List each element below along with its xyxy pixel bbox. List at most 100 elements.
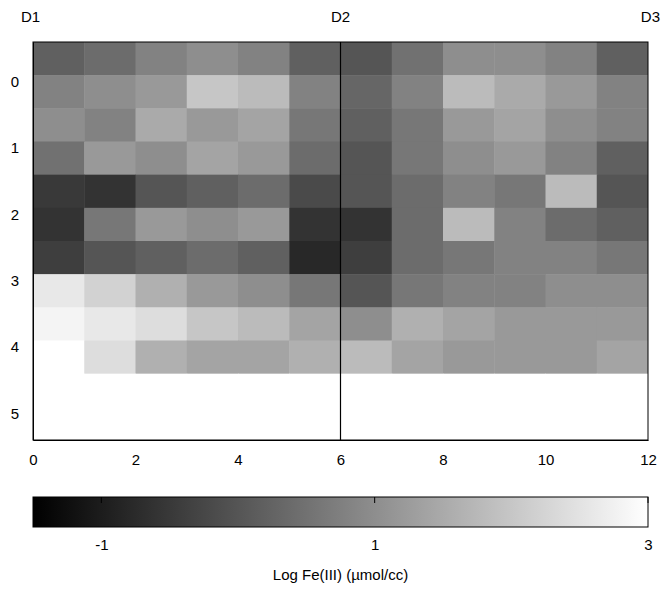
cell — [597, 142, 648, 176]
cell — [187, 142, 239, 176]
cell — [443, 241, 495, 275]
cell — [392, 42, 444, 76]
cell — [33, 341, 85, 375]
cell — [33, 42, 85, 76]
cell — [289, 142, 341, 176]
cell — [494, 42, 546, 76]
cell — [238, 341, 290, 375]
x-tick-label: 0 — [29, 451, 37, 468]
y-tick: 4 — [11, 338, 33, 355]
x-tick: 8 — [439, 440, 447, 468]
cell — [392, 75, 444, 109]
y-tick: 0 — [11, 73, 33, 90]
cell — [546, 142, 598, 176]
x-tick: 0 — [29, 440, 37, 468]
cell — [136, 175, 188, 209]
cell — [494, 341, 546, 375]
cell — [494, 374, 546, 408]
cell — [597, 341, 648, 375]
x-tick: 12 — [640, 440, 657, 468]
cell — [187, 241, 239, 275]
cell — [136, 42, 188, 76]
cell — [187, 108, 239, 142]
cell — [84, 374, 136, 408]
cell — [84, 307, 136, 341]
cell — [341, 241, 393, 275]
cell — [238, 274, 290, 308]
cell — [238, 307, 290, 341]
y-tick: 5 — [11, 405, 33, 422]
cell — [597, 374, 648, 408]
cell — [84, 108, 136, 142]
cell — [494, 274, 546, 308]
cell — [494, 208, 546, 242]
y-tick-label: 1 — [11, 139, 19, 156]
colorbar-inner-tick — [648, 497, 649, 503]
cell — [443, 175, 495, 209]
cell — [84, 175, 136, 209]
cell — [546, 42, 598, 76]
x-axis: 0 2 4 6 8 10 12 — [29, 440, 657, 468]
cell — [289, 274, 341, 308]
cell — [84, 142, 136, 176]
cell — [597, 42, 648, 76]
cell — [494, 75, 546, 109]
cell — [546, 274, 598, 308]
cell — [136, 208, 188, 242]
cell — [341, 307, 393, 341]
cell — [546, 374, 598, 408]
cell — [341, 42, 393, 76]
y-tick-label: 4 — [11, 338, 19, 355]
cell — [494, 241, 546, 275]
y-tick-label: 3 — [11, 272, 19, 289]
cell — [84, 341, 136, 375]
cell — [392, 208, 444, 242]
cell — [341, 407, 393, 440]
cell — [289, 108, 341, 142]
colorbar-tick-label: -1 — [95, 536, 108, 553]
cell — [289, 208, 341, 242]
cell — [136, 274, 188, 308]
cell — [443, 108, 495, 142]
colorbar-inner-tick — [374, 497, 375, 503]
cell — [238, 42, 290, 76]
cell — [187, 307, 239, 341]
cell — [289, 42, 341, 76]
cell — [33, 75, 85, 109]
cell — [443, 341, 495, 375]
cell — [33, 374, 85, 408]
cell — [392, 341, 444, 375]
cell — [84, 42, 136, 76]
cell — [341, 75, 393, 109]
cell — [136, 241, 188, 275]
colorbar-axis: -113 — [34, 527, 653, 553]
cell — [238, 241, 290, 275]
cell — [494, 142, 546, 176]
cell — [289, 241, 341, 275]
cell — [187, 374, 239, 408]
x-tick: 2 — [132, 440, 140, 468]
cell — [546, 75, 598, 109]
cell — [187, 75, 239, 109]
cell — [546, 108, 598, 142]
cell — [187, 208, 239, 242]
x-tick-label: 6 — [337, 451, 345, 468]
cell — [341, 274, 393, 308]
cell — [392, 407, 444, 440]
cell — [392, 274, 444, 308]
cell — [84, 241, 136, 275]
cell — [392, 175, 444, 209]
cell — [443, 374, 495, 408]
x-tick-label: 4 — [234, 451, 242, 468]
y-tick-label: 0 — [11, 73, 19, 90]
cell — [341, 142, 393, 176]
cell — [494, 307, 546, 341]
cell — [33, 407, 85, 440]
cell — [84, 208, 136, 242]
cell — [33, 241, 85, 275]
cell — [546, 307, 598, 341]
chart: 024681012012345D1D2D3-113Log Fe(III) (µm… — [0, 0, 664, 595]
cell — [341, 341, 393, 375]
cell — [443, 307, 495, 341]
x-tick-label: 10 — [538, 451, 555, 468]
